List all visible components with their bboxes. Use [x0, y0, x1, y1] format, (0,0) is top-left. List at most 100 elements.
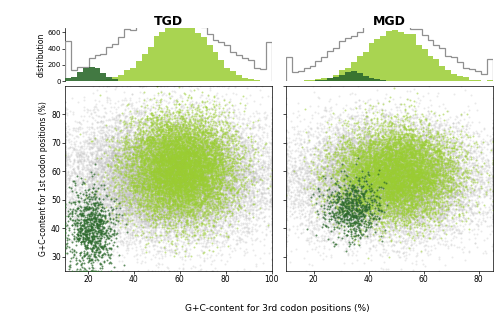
Point [342, 213, 350, 218]
Point [171, 159, 179, 164]
Point [159, 180, 167, 185]
Point [116, 196, 124, 201]
Point [119, 113, 127, 118]
Point [348, 140, 356, 145]
Point [214, 188, 222, 193]
Point [203, 152, 211, 157]
Point [410, 169, 418, 174]
Point [356, 171, 364, 176]
Point [193, 183, 201, 188]
Point [120, 175, 128, 180]
Point [136, 119, 143, 124]
Point [356, 145, 364, 150]
Point [204, 199, 212, 204]
Point [424, 170, 432, 175]
Point [378, 218, 386, 223]
Point [124, 153, 132, 158]
Point [430, 206, 438, 211]
Point [104, 176, 112, 181]
Point [171, 148, 179, 153]
Point [391, 214, 399, 219]
Point [174, 203, 182, 209]
Point [216, 199, 224, 204]
Point [388, 155, 396, 160]
Point [334, 142, 342, 147]
Point [174, 179, 182, 184]
Point [402, 162, 410, 167]
Point [388, 149, 396, 154]
Point [190, 156, 198, 161]
Point [394, 214, 402, 219]
Point [163, 183, 171, 188]
Point [170, 164, 177, 169]
Point [374, 200, 382, 205]
Point [168, 163, 176, 168]
Point [159, 140, 167, 145]
Point [387, 213, 395, 218]
Point [268, 166, 276, 171]
Point [210, 161, 218, 166]
Point [204, 156, 212, 161]
Point [190, 150, 198, 155]
Point [432, 183, 440, 188]
Point [406, 163, 413, 168]
Point [203, 139, 211, 144]
Point [189, 209, 197, 214]
Point [232, 143, 239, 148]
Point [414, 171, 422, 176]
Point [249, 174, 257, 179]
Point [458, 210, 466, 215]
Point [127, 182, 135, 187]
Point [367, 175, 375, 180]
Point [397, 216, 405, 221]
Point [66, 197, 74, 202]
Point [191, 139, 199, 144]
Point [398, 170, 406, 175]
Point [128, 202, 136, 207]
Point [326, 210, 334, 215]
Point [98, 226, 106, 232]
Point [368, 207, 376, 212]
Point [137, 139, 145, 144]
Point [224, 224, 232, 229]
Point [200, 136, 208, 141]
Point [169, 169, 177, 174]
Point [180, 159, 188, 164]
Point [114, 196, 122, 201]
Point [174, 194, 182, 199]
Point [92, 179, 100, 184]
Point [378, 153, 386, 158]
Point [73, 171, 81, 176]
Point [393, 199, 401, 204]
Point [358, 223, 366, 228]
Point [373, 209, 381, 215]
Point [385, 178, 393, 183]
Point [119, 173, 127, 178]
Point [174, 175, 182, 180]
Point [172, 196, 180, 201]
Point [426, 228, 434, 233]
Point [182, 144, 190, 149]
Point [366, 196, 374, 201]
Point [472, 129, 480, 134]
Point [364, 207, 372, 212]
Point [402, 149, 410, 154]
Point [448, 163, 456, 168]
Point [353, 162, 361, 167]
Point [117, 215, 125, 220]
Point [226, 171, 234, 176]
Point [324, 134, 332, 139]
Point [364, 146, 372, 151]
Point [410, 180, 418, 185]
Point [373, 151, 381, 156]
Point [200, 183, 208, 188]
Point [406, 179, 413, 184]
Point [377, 220, 385, 225]
Point [356, 181, 364, 186]
Point [246, 268, 254, 273]
Point [148, 102, 156, 107]
Point [156, 229, 164, 234]
Point [195, 156, 203, 161]
Point [236, 202, 244, 207]
Point [182, 172, 190, 177]
